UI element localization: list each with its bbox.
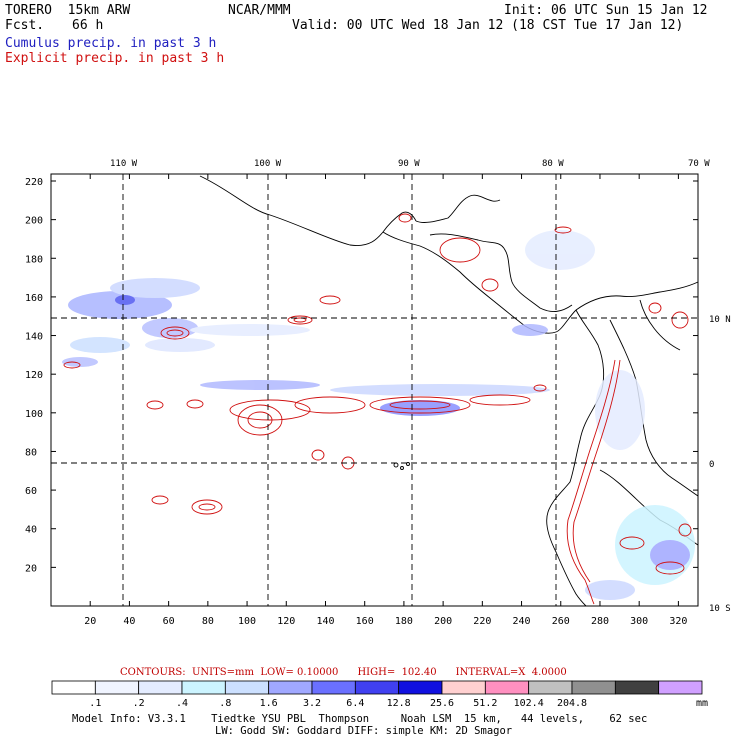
- model-title: TORERO 15km ARW: [5, 3, 131, 18]
- colorbar-label: .2: [133, 698, 145, 709]
- y-tick-label: 200: [25, 216, 43, 227]
- x-tick-label: 300: [630, 616, 648, 627]
- y-tick-label: 180: [25, 254, 43, 265]
- y-tick-label: 140: [25, 332, 43, 343]
- lon-labels: 110 W 100 W 90 W 80 W 70 W: [110, 159, 710, 169]
- y-tick-label: 20: [25, 563, 37, 574]
- y-tick-label: 80: [25, 447, 37, 458]
- colorbar-label: 51.2: [473, 698, 497, 709]
- colorbar-swatch: [354, 680, 400, 695]
- model-info: Model Info: V3.3.1 Tiedtke YSU PBL Thomp…: [72, 713, 648, 725]
- colorbar-label: 204.8: [557, 698, 587, 709]
- x-axis: 20 40 60 80 100 120 140 160 180 200 220 240 260 280 30…: [84, 174, 687, 627]
- graticule: [51, 174, 698, 606]
- y-tick-label: 100: [25, 409, 43, 420]
- colorbar-swatch: [268, 680, 313, 695]
- forecast-hour: 66 h: [72, 18, 104, 33]
- colorbar-swatch: [571, 680, 616, 695]
- colorbar-swatch: [224, 680, 270, 695]
- x-tick-label: 140: [316, 616, 334, 627]
- colorbar-label: 1.6: [260, 698, 278, 709]
- organization: NCAR/MMM: [228, 3, 291, 18]
- colorbar-label: 6.4: [346, 698, 364, 709]
- y-tick-label: 120: [25, 370, 43, 381]
- valid-time: Valid: 00 UTC Wed 18 Jan 12 (18 CST Tue …: [292, 18, 684, 33]
- colorbar-swatch: [138, 680, 183, 695]
- lon-label: 110 W: [110, 159, 138, 169]
- model-physics: LW: Godd SW: Goddard DIFF: simple KM: 2D…: [215, 725, 513, 737]
- x-tick-label: 80: [202, 616, 214, 627]
- colorbar-label: .8: [219, 698, 231, 709]
- colorbar-label: 102.4: [514, 698, 544, 709]
- y-tick-label: 60: [25, 486, 37, 497]
- colorbar-label: 25.6: [430, 698, 454, 709]
- colorbar: .1.2.4.8 1.6 3.2 6.4 12.8 25.6 51.2 102.4 204.8 …: [51, 680, 708, 709]
- x-tick-label: 120: [277, 616, 295, 627]
- colorbar-label: .1: [89, 698, 101, 709]
- x-tick-label: 20: [84, 616, 96, 627]
- x-tick-label: 160: [356, 616, 374, 627]
- cumulus-precip: [62, 230, 695, 600]
- x-tick-label: 260: [552, 616, 570, 627]
- explicit-precip: [63, 213, 692, 605]
- lon-label: 90 W: [398, 159, 420, 169]
- lon-label: 70 W: [688, 159, 710, 169]
- x-tick-label: 60: [163, 616, 175, 627]
- colorbar-label: .4: [176, 698, 188, 709]
- colorbar-swatch: [51, 680, 96, 695]
- colorbar-swatch: [311, 680, 356, 695]
- x-tick-label: 320: [669, 616, 687, 627]
- lon-label: 80 W: [542, 159, 564, 169]
- colorbar-label: 3.2: [303, 698, 321, 709]
- colorbar-swatch: [528, 680, 573, 695]
- y-tick-label: 220: [25, 177, 43, 188]
- colorbar-swatch: [441, 680, 486, 695]
- x-tick-label: 220: [473, 616, 491, 627]
- lat-labels: 10 N 0 10 S: [709, 315, 731, 614]
- y-axis: 220 200 180 160 140 120 100 80 60 40 20: [25, 177, 698, 574]
- lat-label: 10 S: [709, 604, 731, 614]
- y-tick-label: 40: [25, 525, 37, 536]
- forecast-label: Fcst.: [5, 18, 45, 33]
- colorbar-swatch: [658, 680, 703, 695]
- colorbar-swatch: [181, 680, 226, 695]
- colorbar-label: 12.8: [387, 698, 411, 709]
- legend-explicit: Explicit precip. in past 3 h: [5, 51, 225, 66]
- y-tick-label: 160: [25, 293, 43, 304]
- lon-label: 100 W: [254, 159, 282, 169]
- lat-label: 0: [709, 460, 714, 470]
- x-tick-label: 240: [513, 616, 531, 627]
- x-tick-label: 180: [395, 616, 413, 627]
- init-time: Init: 06 UTC Sun 15 Jan 12: [504, 3, 708, 18]
- x-tick-label: 200: [434, 616, 452, 627]
- precip-map: 110 W 100 W 90 W 80 W 70 W 10 N 0 10 S: [25, 159, 731, 627]
- contour-info: CONTOURS: UNITS=mm LOW= 0.10000 HIGH= 10…: [120, 667, 567, 678]
- colorbar-swatch: [398, 680, 443, 695]
- colorbar-swatch: [484, 680, 530, 695]
- x-tick-label: 280: [591, 616, 609, 627]
- colorbar-swatch: [614, 680, 660, 695]
- legend-cumulus: Cumulus precip. in past 3 h: [5, 36, 217, 51]
- colorbar-swatch: [94, 680, 140, 695]
- colorbar-unit: mm: [696, 698, 708, 709]
- x-tick-label: 40: [123, 616, 135, 627]
- x-tick-label: 100: [238, 616, 256, 627]
- lat-label: 10 N: [709, 315, 731, 325]
